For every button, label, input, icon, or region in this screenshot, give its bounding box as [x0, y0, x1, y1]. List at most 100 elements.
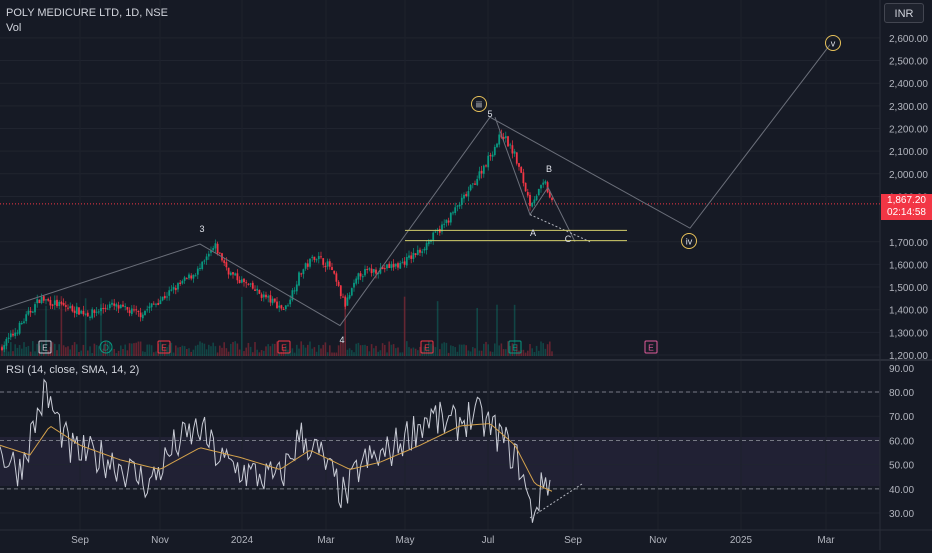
candle-body — [216, 243, 219, 254]
candle-body — [95, 311, 98, 313]
candle-body — [194, 275, 197, 277]
candle-body — [515, 152, 518, 164]
candle-body — [212, 247, 215, 251]
volume-bar — [417, 350, 419, 356]
volume-bar — [271, 343, 274, 356]
time-axis-label: Jul — [482, 535, 495, 546]
volume-bar — [23, 342, 25, 356]
rsi-legend[interactable]: RSI (14, close, SMA, 14, 2) — [6, 364, 140, 376]
volume-bar — [436, 301, 439, 356]
candle-body — [421, 251, 424, 253]
candle-body — [357, 273, 360, 280]
candle-body — [260, 294, 263, 298]
volume-bar — [527, 350, 529, 356]
volume-label[interactable]: Vol — [6, 22, 22, 34]
volume-bar — [249, 346, 252, 356]
volume-bar — [434, 347, 437, 356]
volume-bar — [25, 346, 27, 356]
event-marker-label: E — [42, 343, 48, 353]
candle-body — [280, 305, 283, 309]
candle-body — [491, 154, 494, 157]
volume-bar — [454, 347, 456, 356]
candle-body — [482, 165, 485, 174]
volume-bar — [122, 349, 124, 356]
candle-body — [56, 299, 58, 307]
candle-body — [311, 256, 314, 258]
volume-bar — [280, 352, 283, 356]
candle-body — [273, 298, 276, 302]
candle-body — [388, 263, 391, 269]
volume-bar — [485, 341, 487, 356]
candle-body — [348, 295, 351, 299]
volume-bar — [67, 346, 69, 356]
volume-bar — [137, 341, 140, 356]
candle-body — [73, 310, 76, 313]
candle-body — [108, 304, 111, 309]
candle-body — [262, 294, 265, 298]
volume-bar — [219, 345, 221, 356]
candle-body — [540, 185, 542, 189]
event-marker-box — [157, 340, 171, 354]
rsi-axis-label: 40.00 — [889, 485, 914, 496]
volume-bar — [183, 346, 186, 356]
volume-bar — [390, 344, 393, 356]
candle-body — [38, 299, 41, 304]
candle-body — [135, 309, 138, 311]
candle-body — [269, 295, 272, 303]
volume-bar — [126, 350, 129, 356]
candle-body — [115, 304, 118, 307]
candle-body — [476, 178, 479, 185]
candle-body — [537, 188, 540, 196]
candle-body — [498, 134, 501, 145]
candle-body — [51, 304, 54, 306]
candle-body — [467, 191, 470, 197]
rsi-ma-line — [0, 423, 553, 492]
volume-bar — [496, 304, 498, 356]
volume-bar — [469, 351, 472, 356]
candle-body — [53, 300, 56, 305]
symbol-title[interactable]: POLY MEDICURE LTD, 1D, NSE — [6, 7, 168, 19]
volume-bar — [252, 352, 254, 356]
candle-body — [278, 305, 281, 308]
candle-body — [298, 272, 300, 286]
volume-bar — [304, 347, 307, 356]
candle-body — [3, 345, 6, 350]
currency-button[interactable]: INR — [884, 3, 924, 23]
candle-body — [64, 305, 67, 307]
volume-bar — [230, 343, 232, 356]
volume-bar — [502, 349, 505, 356]
volume-bar — [309, 341, 311, 356]
volume-bar — [201, 342, 203, 356]
volume-bar — [445, 342, 448, 356]
candle-body — [434, 231, 437, 233]
candle-body — [458, 204, 461, 207]
candle-body — [192, 274, 195, 279]
candle-body — [170, 289, 173, 291]
volume-bar — [148, 344, 151, 356]
volume-bar — [18, 345, 21, 356]
candle-body — [542, 182, 545, 185]
volume-bar — [355, 343, 357, 356]
candle-body — [185, 278, 188, 280]
volume-bar — [192, 349, 195, 356]
volume-bar — [36, 343, 38, 356]
candle-body — [133, 309, 135, 311]
candle-body — [489, 155, 492, 157]
event-marker-box — [38, 340, 52, 354]
candle-body — [102, 307, 105, 309]
volume-bar — [476, 307, 478, 356]
candle-body — [236, 273, 239, 281]
candle-body — [443, 223, 446, 225]
volume-bar — [10, 342, 12, 356]
volume-bar — [104, 341, 107, 356]
time-axis-label: 2025 — [730, 535, 753, 546]
volume-bar — [452, 346, 454, 356]
volume-bar — [221, 347, 223, 356]
volume-bar — [254, 342, 256, 356]
candle-body — [480, 170, 483, 174]
volume-bar — [146, 344, 148, 356]
candle-body — [304, 263, 307, 269]
volume-bar — [535, 345, 538, 356]
candle-body — [405, 256, 408, 266]
